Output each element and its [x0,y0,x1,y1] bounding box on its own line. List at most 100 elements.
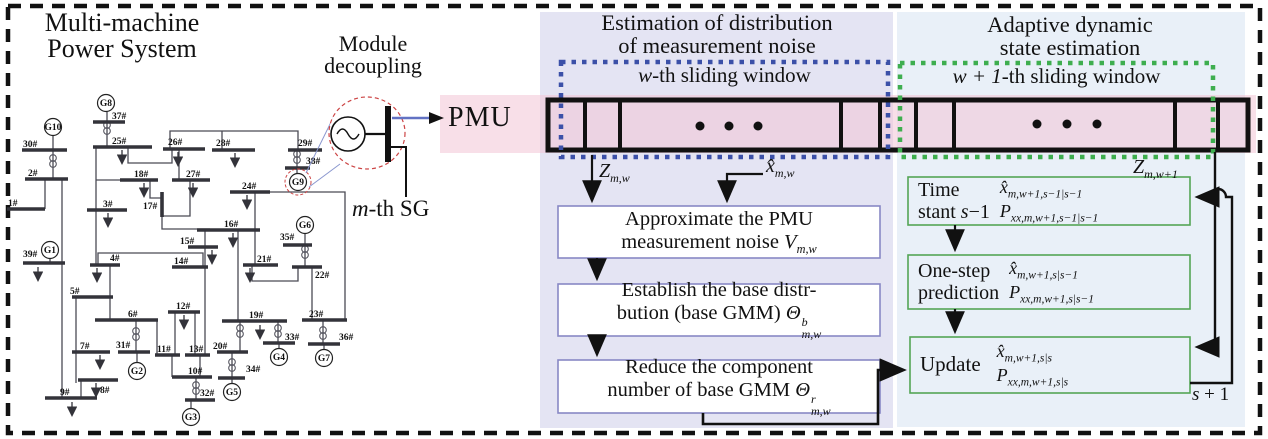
establish-math-sup: b [801,315,808,330]
establish-box [557,283,881,337]
bus-label: 22# [315,271,330,281]
reduce-math-sup: r [811,391,816,406]
bus-label: 14# [174,257,189,267]
bus-label: 29# [298,139,313,149]
transformer-icons [49,121,327,395]
bus-label: 2# [28,169,38,179]
bus-label: 28# [216,139,231,149]
z-mw-label: Zm,w [599,160,630,186]
prediction-box-text: One-step prediction x̂m,w+1,s|s−1 Pxx,m,… [910,256,1188,308]
update-math2-sub: xx,m,w+1,s|s [1007,376,1069,389]
bus-label: 3# [103,200,113,210]
xhat-mw-sub: m,w [774,166,795,180]
bus-label: 30# [23,140,38,150]
noise-panel-title-line1: Estimation of distribution [601,10,833,35]
pmu-label: PMU [448,102,512,133]
xhat-mw-base: x̂ [766,155,775,177]
bus-label: 31# [116,341,131,351]
prediction-math2-sub: xx,m,w+1,s|s−1 [1020,293,1095,306]
s-plus-1-var: s [1192,384,1200,405]
time-line2-tail: −1 [968,201,990,223]
pmu-link-arrowhead [429,112,444,124]
time-math2-base: P [999,201,1011,221]
update-math: x̂m,w+1,s|s Pxx,m,w+1,s|s [997,341,1068,390]
w-window-var: w [638,63,653,87]
time-instant-label: Time stant s−1 [918,179,990,223]
bus-label: 36# [339,333,354,343]
bus-label: 12# [176,302,191,312]
adaptive-flowchart [907,152,1234,394]
generator-label: G10 [45,123,62,133]
establish-box-text: Establish the base distr- bution (base G… [560,279,878,340]
prediction-math2-base: P [1009,282,1021,302]
reduce-box-text: Reduce the component number of base GMM … [560,356,878,417]
prediction-math2: Pxx,m,w+1,s|s−1 [1009,282,1094,306]
bus-label: 35# [280,233,295,243]
figure-dashed-border [5,3,1263,436]
time-math1: x̂m,w+1,s−1|s−1 [1000,177,1082,201]
reduce-box [557,359,881,414]
adaptive-panel-title-line1: Adaptive dynamic [987,12,1153,37]
generator-label: G3 [185,413,197,423]
bus-label: 32# [200,389,215,399]
time-math2-sub: xx,m,w+1,s−1|s−1 [1010,212,1099,225]
adaptive-panel-title-line2: state estimation [999,35,1141,60]
prediction-box [907,254,1191,310]
establish-line1: Establish the base distr- [621,279,817,302]
generator-label: G9 [292,178,304,188]
approx-line2: measurement noise Vm,w [621,231,817,257]
left-title-line2: Power System [47,34,197,63]
left-title-line1: Multi-machine [44,8,200,37]
generator-label: G8 [100,99,112,109]
z-mw-sub: m,w [610,171,630,185]
bus-label: 11# [157,345,171,355]
reduce-to-update-arrow [701,358,907,426]
sg-label-rest: -th SG [368,196,430,221]
generator-label: G2 [131,367,143,377]
generator-label: G4 [273,353,285,363]
time-instant-box [907,176,1191,226]
time-line1: Time [918,179,960,201]
prediction-math1-base: x̂ [1009,257,1018,278]
reduce-math-base: Θ [795,378,811,401]
bus-label: 7# [80,342,90,352]
bus-label: 13# [189,345,204,355]
time-line2-var: s [960,201,969,223]
w-window-label: w-th sliding window [561,63,888,88]
update-label: Update [920,352,981,377]
bus-label: 27# [186,170,201,180]
s-plus-1-feedback-arrow [1190,186,1234,385]
pmu-pink-band [440,95,1256,153]
w1-window-rest: -th sliding window [1001,64,1161,88]
z-mw1-base: Z [1133,156,1145,178]
bus-label: 6# [128,310,138,320]
bus-label: 24# [242,182,257,192]
z-mw1-sub: m,w+1 [1144,167,1178,181]
adaptive-panel-bg [897,12,1245,427]
sample-bar-dividers [583,100,1220,150]
sg-label-var: m [352,196,369,221]
bus-labels: 1# 2# 3# 4# 5# 6# 7# 8# 9# 10# 11# 12# 1… [8,112,354,399]
bus-label: 4# [110,254,120,264]
bus-label: 37# [112,112,127,122]
bus-label: 18# [134,170,149,180]
z-mw-base: Z [599,160,611,182]
bus-label: 25# [112,137,127,147]
time-line2: stant s−1 [918,201,990,223]
sg-label: m-th SG [352,196,429,222]
bus-label: 19# [249,311,264,321]
s-plus-1-rest: + 1 [1199,384,1230,405]
approx-line2-text: measurement noise [621,230,785,253]
prediction-math1-sub: m,w+1,s|s−1 [1017,269,1078,282]
network-branch-lines [44,112,346,409]
update-box-text: Update x̂m,w+1,s|s Pxx,m,w+1,s|s [912,339,1188,391]
bus-label: 5# [70,287,80,297]
bus-label: 21# [257,255,272,265]
z-measurement-arrow [1194,152,1220,358]
bus-label: 20# [213,342,228,352]
generator-label: G5 [226,388,238,398]
prediction-math1: x̂m,w+1,s|s−1 [1009,258,1078,282]
power-network-diagram: G1 G2 G3 G4 G5 G6 G7 G8 G9 G10 1# 2# 3# … [7,93,354,427]
bus-label: 1# [8,199,18,209]
prediction-line1: One-step [918,260,991,282]
